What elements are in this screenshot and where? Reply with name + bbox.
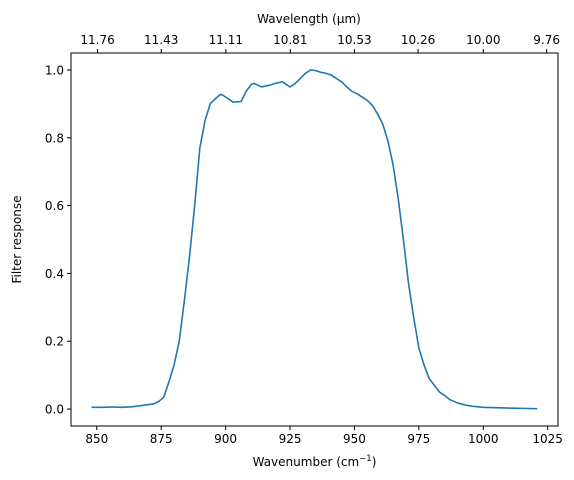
y-tick-label: 0.6 xyxy=(45,199,64,213)
top-tick-label: 10.53 xyxy=(337,33,371,47)
y-tick-label: 0.2 xyxy=(45,335,64,349)
y-tick-label: 0.0 xyxy=(45,403,64,417)
x-tick-label: 850 xyxy=(85,432,108,446)
x-tick-label: 900 xyxy=(214,432,237,446)
ticks-layer: 850 875 900 925 950 975 1000 1025 0.0 0.2 0.4 0.6 0.… xyxy=(45,33,563,446)
top-tick-label: 9.76 xyxy=(533,33,560,47)
x-tick-label: 875 xyxy=(150,432,173,446)
top-tick-label: 11.43 xyxy=(144,33,178,47)
top-tick-label: 10.00 xyxy=(466,33,500,47)
top-tick-label: 11.76 xyxy=(80,33,114,47)
x-axis-label: Wavenumber (cm−1) xyxy=(253,454,377,469)
x-tick-label: 1000 xyxy=(468,432,499,446)
x-tick-label: 950 xyxy=(343,432,366,446)
plot-frame xyxy=(70,52,559,427)
y-tick-label: 0.4 xyxy=(45,267,64,281)
y-axis-label: Filter response xyxy=(10,195,24,283)
top-tick-label: 10.26 xyxy=(401,33,435,47)
x-tick-label: 925 xyxy=(279,432,302,446)
y-tick-label: 0.8 xyxy=(45,131,64,145)
y-tick-label: 1.0 xyxy=(45,63,64,77)
top-tick-label: 11.11 xyxy=(209,33,243,47)
filter-response-line xyxy=(91,69,538,410)
top-axis-label: Wavelength (μm) xyxy=(257,12,361,26)
x-tick-label: 1025 xyxy=(532,432,563,446)
x-tick-label: 975 xyxy=(407,432,430,446)
top-tick-label: 10.81 xyxy=(273,33,307,47)
